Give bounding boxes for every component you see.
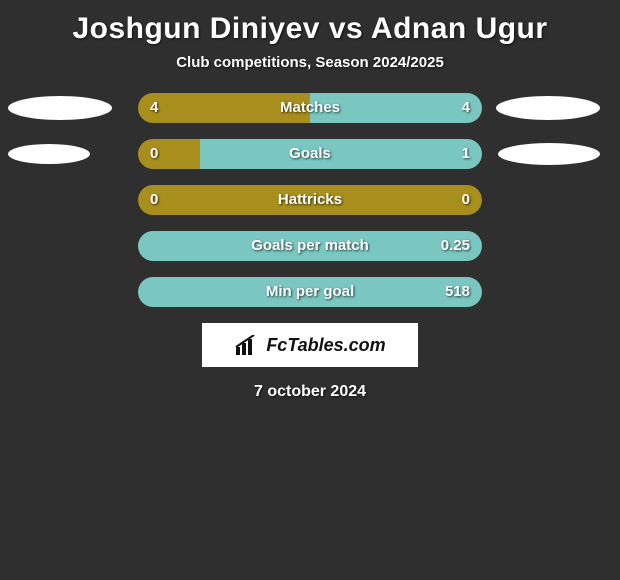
stat-row: Min per goal518 (0, 277, 620, 307)
right-ellipse (496, 96, 600, 120)
logo-text: FcTables.com (266, 335, 385, 356)
bar-left (138, 93, 310, 123)
subtitle: Club competitions, Season 2024/2025 (0, 54, 620, 93)
comparison-card: Joshgun Diniyev vs Adnan Ugur Club compe… (0, 0, 620, 401)
bar-right (310, 93, 482, 123)
bar-right (200, 139, 482, 169)
bar-track (138, 231, 482, 261)
bar-right (138, 277, 482, 307)
stat-row: Hattricks00 (0, 185, 620, 215)
chart-icon (234, 335, 260, 355)
bar-left (138, 185, 482, 215)
date-text: 7 october 2024 (0, 383, 620, 401)
stat-row: Matches44 (0, 93, 620, 123)
bar-track (138, 139, 482, 169)
bar-right (138, 231, 482, 261)
bar-track (138, 93, 482, 123)
stat-row: Goals per match0.25 (0, 231, 620, 261)
bar-left (138, 139, 200, 169)
stat-row: Goals01 (0, 139, 620, 169)
page-title: Joshgun Diniyev vs Adnan Ugur (0, 8, 620, 54)
left-ellipse (8, 96, 112, 120)
stat-rows: Matches44 Goals01 Hattricks00 Goals per mat… (0, 93, 620, 307)
bar-track (138, 185, 482, 215)
bar-track (138, 277, 482, 307)
logo-box[interactable]: FcTables.com (202, 323, 418, 367)
left-ellipse (8, 144, 90, 164)
right-ellipse (498, 143, 600, 165)
